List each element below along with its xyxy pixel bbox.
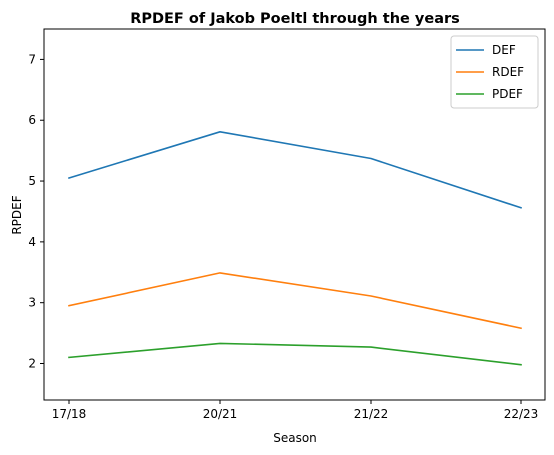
x-tick-label: 17/18 [52, 407, 87, 421]
x-tick-label: 22/23 [504, 407, 539, 421]
y-axis: 2 3 4 5 6 7 [28, 52, 44, 371]
legend-box [450, 35, 539, 109]
x-axis: 17/18 20/21 21/22 22/23 [52, 400, 539, 421]
y-axis-label: RPDEF [10, 195, 24, 234]
legend: DEF RDEF PDEF [450, 35, 539, 109]
x-tick-label: 21/22 [354, 407, 389, 421]
y-tick-label: 2 [28, 357, 36, 371]
series-line-def [68, 131, 523, 209]
legend-label-def: DEF [492, 43, 516, 57]
series-line-rdef [68, 272, 522, 330]
x-axis-label: Season [273, 431, 317, 445]
series-lines [68, 131, 523, 366]
legend-label-pdef: PDEF [492, 87, 523, 101]
x-tick-label: 20/21 [203, 407, 238, 421]
y-tick-label: 7 [28, 52, 36, 66]
legend-label-rdef: RDEF [492, 65, 524, 79]
chart-title: RPDEF of Jakob Poeltl through the years [130, 11, 460, 27]
y-tick-label: 3 [28, 296, 36, 310]
series-line-pdef [68, 342, 522, 366]
y-tick-label: 6 [28, 113, 36, 127]
y-tick-label: 4 [28, 235, 36, 249]
y-tick-label: 5 [28, 174, 36, 188]
